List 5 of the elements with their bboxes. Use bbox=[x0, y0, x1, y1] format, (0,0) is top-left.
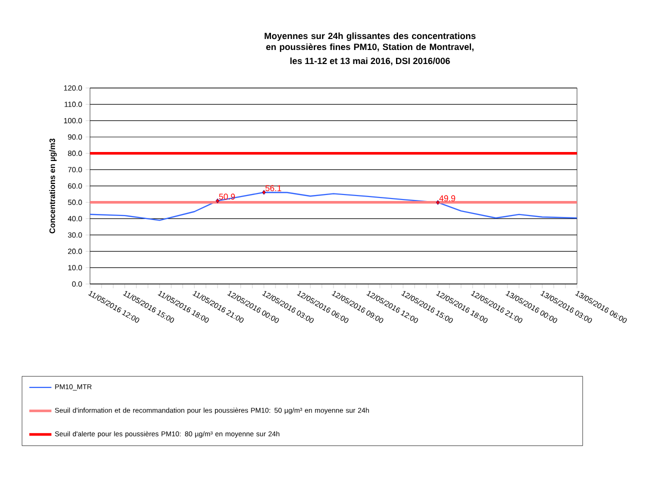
chart-title: Moyennes sur 24h glissantes des concentrations en poussières fines PM10, Station de Montravel, bbox=[264, 32, 476, 52]
chart-subtitle: les 11-12 et 13 mai 2016, DSI 2016/006 bbox=[290, 58, 450, 66]
annotation: 49.9 bbox=[439, 195, 456, 202]
annotation: 56.1 bbox=[265, 185, 282, 192]
annotation: 50.9 bbox=[219, 194, 235, 200]
